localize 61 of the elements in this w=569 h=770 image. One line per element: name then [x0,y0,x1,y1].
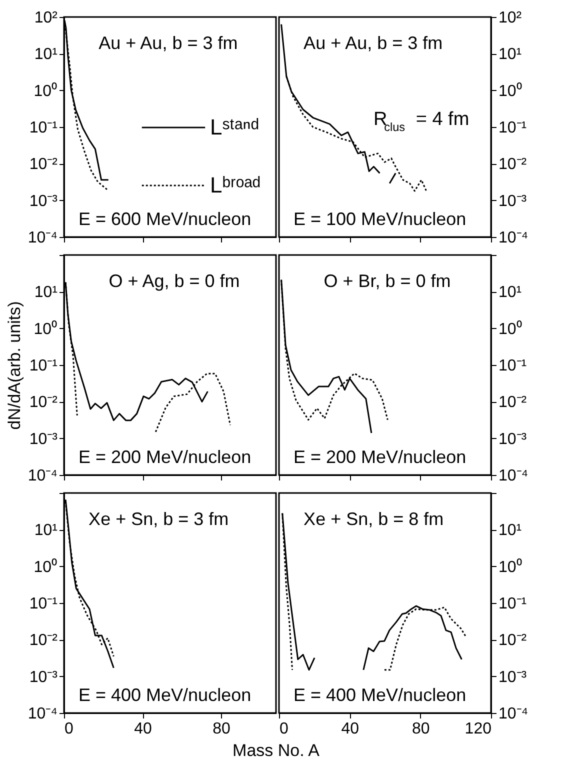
annotation: E = 200 MeV/nucleon [293,447,466,467]
text: Au + Au, b = 3 fm [304,33,443,53]
y-tick-label: 10⁻² [498,156,528,174]
y-tick-label: 10⁻³ [498,668,528,686]
y-tick-label: 10⁻³ [29,430,58,448]
y-tick-label: 10⁰ [34,558,58,576]
y-tick-label: 10⁰ [498,82,522,100]
y-tick-label: 10⁻³ [498,430,528,448]
annotation: E = 400 MeV/nucleon [293,685,466,705]
x-tick-label: 40 [134,720,152,738]
y-tick-label: 10² [34,10,58,26]
y-tick-label: 10¹ [34,284,58,302]
x-tick-label: 120 [464,720,492,738]
y-tick-label: 10⁻² [498,394,528,412]
y-tick-label: 10⁻¹ [498,120,527,136]
y-tick-label: 10¹ [34,46,58,64]
annotation: E = 400 MeV/nucleon [78,685,252,705]
y-tick-label: 10⁰ [34,82,58,100]
text: Au + Au, b = 3 fm [98,33,238,53]
text: O + Ag, b = 0 fm [108,271,240,291]
y-tick-label: 10⁻⁴ [28,468,58,484]
y-tick-label: 10⁻⁴ [498,468,528,484]
x-tick-label: 80 [212,720,231,738]
text: Xe + Sn, b = 8 fm [304,509,444,529]
y-tick-label: 10⁻¹ [29,358,58,374]
x-tick-label: 40 [341,720,360,738]
y-tick-label: 10² [498,10,522,26]
y-tick-label: 10¹ [498,522,522,540]
y-tick-label: 10⁻¹ [498,358,527,374]
y-tick-label: 10⁻¹ [498,596,527,612]
y-tick-label: 10⁻² [498,632,528,650]
y-tick-label: 10⁻³ [29,668,58,686]
x-axis-title: Mass No. A [232,741,320,760]
y-tick-label: 10⁰ [34,320,58,338]
annotation: E = 600 MeV/nucleon [78,209,252,229]
y-tick-label: 10¹ [498,46,522,64]
y-tick-label: 10¹ [34,522,58,540]
y-tick-label: 10⁻³ [498,192,528,210]
annotation: E = 100 MeV/nucleon [293,209,466,229]
y-tick-label: 10⁻² [29,632,58,650]
y-tick-label: 10⁻⁴ [498,230,528,246]
y-tick-label: 10⁻² [29,394,58,412]
legend-label: Lᵇʳᵒᵃᵈ [210,172,261,198]
y-tick-label: 10⁰ [498,558,522,576]
x-tick-label: 0 [280,720,288,738]
legend-label: Lˢᵗᵃⁿᵈ [210,114,260,140]
y-tick-label: 10⁻³ [29,192,58,210]
x-tick-label: 80 [412,720,430,738]
y-tick-label: 10¹ [498,284,522,302]
y-tick-label: 10⁻² [29,156,58,174]
y-axis-title: dN/dA(arb. units) [4,301,24,430]
x-tick-label: 0 [64,720,74,738]
text: O + Br, b = 0 fm [324,271,451,291]
y-tick-label: 10⁻⁴ [28,706,58,722]
y-tick-label: 10⁻¹ [29,120,58,136]
y-tick-label: 10⁻⁴ [28,230,58,246]
text: Xe + Sn, b = 3 fm [88,509,229,529]
y-tick-label: 10⁻¹ [29,596,58,612]
annotation: E = 200 MeV/nucleon [78,447,252,467]
y-tick-label: 10⁻⁴ [498,706,528,722]
y-tick-label: 10⁰ [498,320,522,338]
